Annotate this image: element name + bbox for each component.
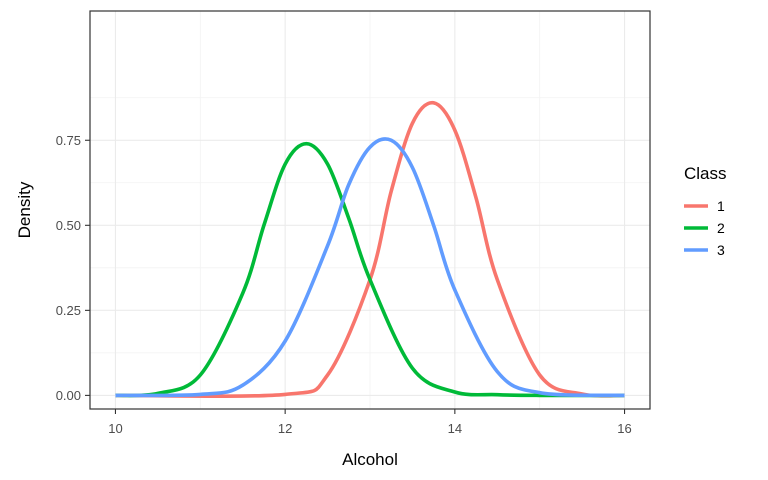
series-line-class-1: [115, 100, 625, 398]
grid-lines: [90, 11, 650, 409]
legend-label-class-2: 2: [717, 220, 725, 236]
axes: 10 12 14 16 0.00 0.25 0.50 0.75: [56, 133, 632, 436]
y-tick-label: 0.50: [56, 218, 81, 233]
x-tick-label: 16: [617, 421, 631, 436]
series-lines: [115, 100, 625, 398]
y-axis-title: Density: [15, 181, 34, 238]
x-tick-label: 12: [278, 421, 292, 436]
legend: Class 1 2 3: [684, 164, 727, 258]
legend-title: Class: [684, 164, 727, 183]
series-line-class-3: [115, 137, 625, 398]
x-tick-label: 10: [108, 421, 122, 436]
x-tick-label: 14: [448, 421, 462, 436]
series-line-class-2: [115, 141, 625, 398]
legend-label-class-3: 3: [717, 242, 725, 258]
y-tick-label: 0.25: [56, 303, 81, 318]
y-tick-label: 0.00: [56, 388, 81, 403]
x-axis-title: Alcohol: [342, 450, 398, 469]
y-tick-label: 0.75: [56, 133, 81, 148]
plot-panel-border: [89, 10, 651, 410]
legend-label-class-1: 1: [717, 198, 725, 214]
